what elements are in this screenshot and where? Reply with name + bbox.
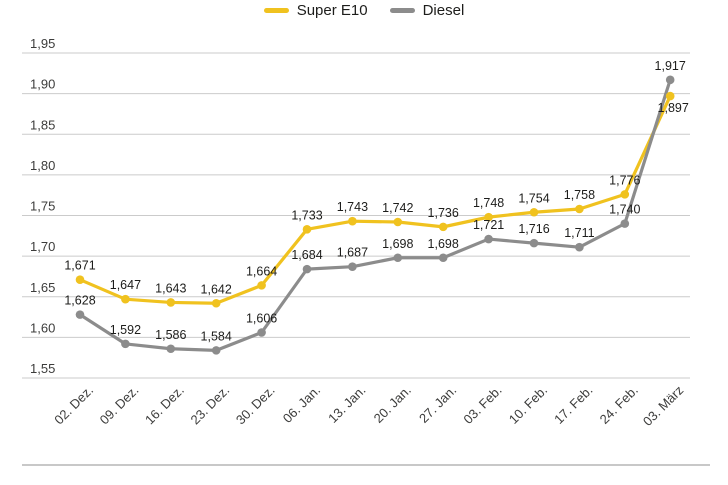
data-point	[438, 222, 448, 232]
data-point-label: 1,733	[291, 208, 322, 222]
x-tick-label: 06. Jan.	[280, 383, 323, 426]
data-point	[75, 310, 85, 319]
data-point	[302, 264, 312, 274]
y-tick-label: 1,70	[30, 239, 55, 254]
data-point	[166, 298, 176, 307]
data-point	[75, 275, 85, 284]
x-tick-label: 27. Jan.	[416, 383, 459, 426]
data-point-label: 1,643	[155, 281, 186, 295]
bottom-divider	[22, 464, 710, 466]
data-point-label: 1,698	[428, 237, 459, 251]
data-point-label: 1,716	[518, 222, 549, 236]
data-point	[620, 190, 630, 199]
data-point-label: 1,748	[473, 196, 504, 210]
legend-label-diesel: Diesel	[422, 1, 465, 19]
data-point-label: 1,711	[564, 226, 594, 240]
data-point-label: 1,664	[246, 264, 277, 278]
data-point-label: 1,584	[201, 329, 232, 343]
x-tick-label: 17. Feb.	[551, 383, 595, 427]
data-point	[484, 212, 493, 222]
data-point-label: 1,743	[337, 200, 368, 214]
data-point	[211, 346, 221, 355]
y-tick-label: 1,95	[30, 36, 55, 51]
data-point	[393, 217, 403, 227]
x-tick-label: 30. Dez.	[233, 383, 278, 428]
data-point-label: 1,671	[64, 259, 95, 273]
data-point	[211, 298, 221, 308]
data-point-label: 1,642	[201, 282, 232, 296]
chart-legend: Super E10 Diesel	[0, 0, 728, 20]
fuel-price-line-chart: 1,95 1,90 1,85 1,80 1,75 1,70 1,65 1,60 1,55 02. …	[22, 36, 690, 429]
data-point	[620, 219, 630, 228]
x-tick-label: 03. März	[640, 383, 686, 429]
legend-swatch-diesel-icon	[389, 7, 415, 13]
data-point	[121, 294, 130, 304]
series-line	[78, 94, 672, 305]
x-tick-label: 02. Dez.	[51, 383, 96, 428]
data-point-label: 1,586	[155, 328, 186, 342]
data-point	[529, 238, 539, 248]
x-tick-label: 23. Dez.	[187, 383, 232, 428]
data-point	[257, 281, 266, 290]
y-tick-label: 1,65	[30, 280, 55, 295]
y-tick-label: 1,60	[30, 320, 55, 335]
data-point	[348, 262, 357, 271]
legend-swatch-super-e10-icon	[263, 7, 289, 13]
data-point-label: 1,647	[110, 278, 141, 292]
series-line	[78, 78, 672, 352]
data-point-label: 1,698	[382, 237, 413, 251]
x-tick-label: 16. Dez.	[142, 383, 187, 428]
y-tick-label: 1,90	[30, 77, 55, 92]
data-point	[484, 234, 493, 244]
y-tick-label: 1,85	[30, 117, 55, 132]
data-point	[393, 253, 403, 263]
data-point-label: 1,628	[64, 294, 95, 308]
data-point-label: 1,684	[291, 248, 322, 262]
data-point	[438, 253, 448, 263]
data-point-label: 1,917	[655, 59, 686, 73]
x-tick-label: 24. Feb.	[597, 383, 641, 427]
data-point	[665, 91, 675, 101]
data-point	[665, 75, 675, 85]
data-point	[575, 242, 584, 252]
y-tick-label: 1,80	[30, 158, 55, 173]
data-point-label: 1,736	[428, 206, 459, 220]
data-point-label: 1,740	[609, 203, 640, 217]
data-point-label: 1,754	[518, 191, 549, 205]
data-point-label: 1,687	[337, 246, 368, 260]
y-tick-label: 1,75	[30, 199, 55, 214]
data-point	[302, 225, 312, 234]
data-point	[529, 207, 539, 217]
data-point-label: 1,592	[110, 323, 141, 337]
x-tick-label: 20. Jan.	[371, 383, 414, 426]
data-point-label: 1,721	[473, 218, 504, 232]
x-tick-label: 09. Dez.	[97, 383, 142, 428]
legend-item-super-e10: Super E10	[263, 1, 368, 19]
x-tick-label: 03. Feb.	[460, 383, 504, 427]
data-point	[348, 216, 357, 226]
data-point	[257, 328, 266, 337]
data-point	[166, 344, 176, 354]
data-point-label: 1,897	[658, 101, 689, 115]
data-point	[575, 204, 584, 214]
data-point-label: 1,742	[382, 201, 413, 215]
x-tick-label: 13. Jan.	[325, 383, 368, 426]
legend-item-diesel: Diesel	[389, 1, 465, 19]
data-point-label: 1,606	[246, 312, 277, 326]
data-point-label: 1,776	[609, 173, 640, 187]
data-point	[121, 339, 130, 349]
data-point-label: 1,758	[564, 188, 595, 202]
y-tick-label: 1,55	[30, 361, 55, 376]
x-tick-label: 10. Feb.	[506, 383, 550, 427]
legend-label-super-e10: Super E10	[296, 1, 368, 19]
